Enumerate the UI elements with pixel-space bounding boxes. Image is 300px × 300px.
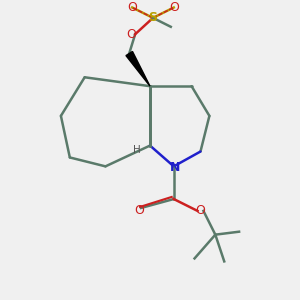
Text: O: O (169, 1, 179, 14)
Text: O: O (196, 204, 206, 218)
Polygon shape (126, 51, 150, 86)
Text: O: O (135, 204, 145, 218)
Text: S: S (148, 11, 158, 24)
Text: O: O (127, 1, 137, 14)
Text: H: H (133, 145, 140, 155)
Text: N: N (170, 161, 180, 174)
Text: O: O (126, 28, 136, 41)
